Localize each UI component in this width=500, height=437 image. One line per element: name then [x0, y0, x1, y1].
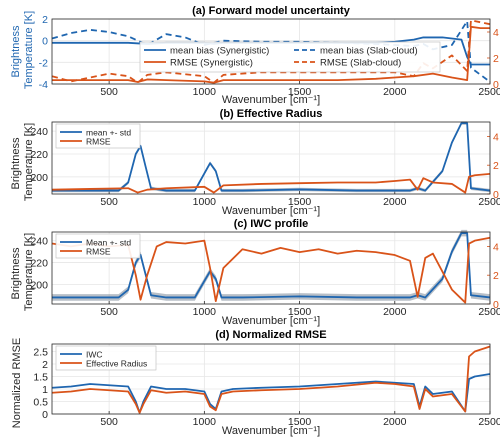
- x-tick-label: 2500: [478, 416, 500, 428]
- panel-d-plot: 500 1000 1500 2000 2500 00.511.522.5 IWCEffect…: [33, 343, 500, 428]
- panel-a-ylabel-line1: Brightness: [10, 25, 22, 77]
- y-tick-label: 240: [30, 236, 48, 248]
- legend-label: RMSE (Synergistic): [170, 58, 253, 69]
- y2-tick-label: 0: [493, 299, 499, 311]
- panel-b: (b) Effective Radius 500 1000 1500 2000 2500…: [10, 108, 500, 217]
- panel-c: (c) IWC profile 500 1000 1500 2000 250020022…: [10, 218, 500, 327]
- x-tick-label: 2000: [383, 86, 407, 98]
- x-tick-label: 500: [100, 196, 118, 208]
- panel-c-ylabel-line2: Temperature [K]: [23, 233, 35, 311]
- y2-tick-label: 2: [493, 270, 499, 282]
- series-line-1: [51, 172, 491, 194]
- x-tick-label: 1500: [288, 416, 312, 428]
- y-tick-label: 0.5: [33, 397, 48, 409]
- panel-c-plot: 500 1000 1500 2000 2500 200 220 240 0 2 4 Mean +- s…: [30, 229, 500, 318]
- panel-a-plot: 500 1000 1500 2000 2500 -4 -2 0 2 0 2 4 mean bias (S…: [39, 14, 500, 98]
- panel-c-title: (c) IWC profile: [234, 218, 309, 230]
- x-tick-label: 2500: [478, 306, 500, 318]
- y-tick-label: 220: [30, 258, 48, 270]
- x-tick-label: 2000: [383, 416, 407, 428]
- legend-label: mean bias (Slab-cloud): [320, 46, 418, 57]
- x-tick-label: 1000: [193, 196, 217, 208]
- panel-b-plot: 500 1000 1500 2000 2500 200 220 240 0 2 4 mean +- s…: [30, 121, 500, 208]
- panel-b-ylabel-line1: Brightness: [10, 137, 22, 189]
- panel-b-ylabel: Brightness Temperature [K]: [10, 123, 35, 201]
- x-tick-label: 1500: [288, 86, 312, 98]
- y-tick-label: 1.5: [33, 372, 48, 384]
- y-tick-label: 200: [30, 279, 48, 291]
- x-tick-label: 2500: [478, 86, 500, 98]
- x-tick-label: 1000: [193, 306, 217, 318]
- y-tick-label: 200: [30, 172, 48, 184]
- axes-frame: [51, 121, 491, 195]
- y-tick-label: 0: [42, 36, 48, 48]
- panel-a: (a) Forward model uncertainty 500 1000 150…: [10, 5, 500, 106]
- y-tick-label: 0: [42, 409, 48, 421]
- series-line-1: [51, 236, 491, 304]
- panel-c-xlabel: Wavenumber [cm⁻¹]: [222, 315, 320, 327]
- y2-tick-label: 4: [493, 131, 499, 143]
- panel-d-title: (d) Normalized RMSE: [215, 329, 326, 341]
- series-line-0: [52, 232, 491, 299]
- legend-box: [55, 233, 141, 259]
- y-tick-label: -2: [39, 57, 48, 69]
- y-tick-label: 220: [30, 149, 48, 161]
- x-tick-label: 1000: [193, 416, 217, 428]
- y-tick-label: 2: [42, 359, 48, 371]
- legend-box: [55, 123, 141, 149]
- panel-a-xlabel: Wavenumber [cm⁻¹]: [222, 94, 320, 106]
- series-line-0: [52, 122, 491, 192]
- legend-label: mean +- std: [86, 128, 131, 138]
- panel-b-xlabel: Wavenumber [cm⁻¹]: [222, 205, 320, 217]
- axes-frame: [51, 231, 491, 305]
- panel-d: (d) Normalized RMSE 500 1000 1500 2000 2500 0…: [11, 329, 500, 437]
- panel-d-ylabel: Normalized RMSE: [11, 338, 23, 428]
- panel-c-ylabel-line1: Brightness: [10, 247, 22, 299]
- y2-tick-label: 0: [493, 79, 499, 91]
- legend-label: RMSE: [86, 247, 111, 257]
- panel-c-ylabel: Brightness Temperature [K]: [10, 233, 35, 311]
- series-line-3: [51, 19, 491, 84]
- legend-label: mean bias (Synergistic): [170, 46, 269, 57]
- y2-tick-label: 4: [493, 27, 499, 39]
- axes-frame: [51, 18, 491, 85]
- legend-label: IWC: [86, 350, 103, 360]
- series-line-0: [51, 373, 491, 414]
- y-tick-label: 2: [42, 14, 48, 26]
- y2-tick-label: 0: [493, 189, 499, 201]
- y-tick-label: -4: [39, 79, 48, 91]
- y2-tick-label: 2: [493, 53, 499, 65]
- x-tick-label: 1500: [288, 196, 312, 208]
- legend-label: RMSE (Slab-cloud): [320, 58, 401, 69]
- legend-box: [139, 41, 441, 73]
- panel-b-ylabel-line2: Temperature [K]: [23, 123, 35, 201]
- legend-label: RMSE: [86, 137, 111, 147]
- panel-d-xlabel: Wavenumber [cm⁻¹]: [222, 425, 320, 437]
- x-tick-label: 2000: [383, 306, 407, 318]
- x-tick-label: 500: [100, 416, 118, 428]
- y2-tick-label: 2: [493, 160, 499, 172]
- y-tick-label: 2.5: [33, 347, 48, 359]
- x-tick-label: 2000: [383, 196, 407, 208]
- x-tick-label: 500: [100, 306, 118, 318]
- x-tick-label: 500: [100, 86, 118, 98]
- panel-b-title: (b) Effective Radius: [220, 108, 323, 120]
- panel-a-ylabel: Brightness Temperature [K]: [10, 11, 35, 89]
- y-tick-label: 240: [30, 126, 48, 138]
- x-tick-label: 2500: [478, 196, 500, 208]
- legend-label: Effective Radius: [86, 359, 147, 369]
- panel-a-ylabel-line2: Temperature [K]: [23, 11, 35, 89]
- x-tick-label: 1500: [288, 306, 312, 318]
- legend-label: Mean +- std: [86, 238, 131, 248]
- axes-frame: [51, 343, 491, 415]
- series-line-1: [51, 345, 491, 414]
- series-line-1: [51, 20, 491, 83]
- x-tick-label: 1000: [193, 86, 217, 98]
- legend-box: [55, 345, 157, 371]
- panel-a-title: (a) Forward model uncertainty: [192, 5, 351, 17]
- y-tick-label: 1: [42, 384, 48, 396]
- y2-tick-label: 4: [493, 241, 499, 253]
